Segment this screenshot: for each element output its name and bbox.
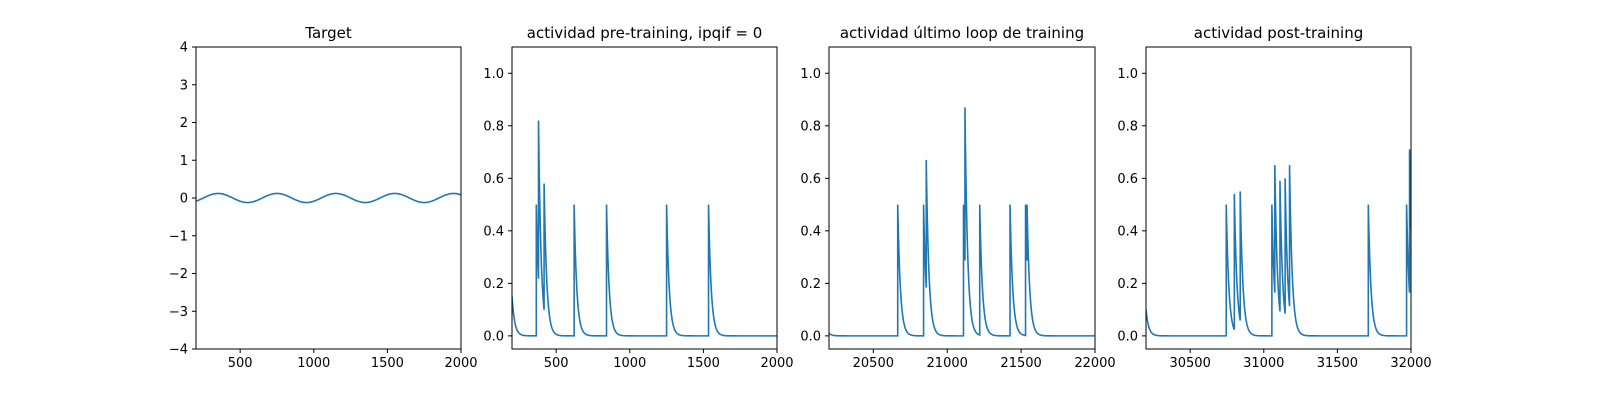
- y-tick-label: 0.2: [1117, 277, 1138, 292]
- axes-frame: [195, 46, 462, 350]
- y-tick-label: 0.6: [483, 172, 504, 187]
- axes-frame: [828, 46, 1096, 350]
- subplot-title: actividad post-training: [1194, 24, 1363, 42]
- x-tick-label: 31000: [1243, 356, 1284, 371]
- y-tick-label: 0.0: [1117, 329, 1138, 344]
- x-tick-label: 20500: [853, 356, 894, 371]
- x-tick-label: 22000: [1074, 356, 1115, 371]
- y-tick-label: 0.0: [800, 329, 821, 344]
- x-tick-label: 1000: [297, 356, 330, 371]
- subplot-post-training: actividad post-training 30500 31000 31500 3…: [1117, 24, 1431, 371]
- y-tick-label: 1.0: [1117, 67, 1138, 82]
- x-tick-label: 30500: [1169, 356, 1210, 371]
- subplot-last-training-loop: actividad último loop de training 20500 2…: [800, 24, 1115, 371]
- y-tick-label: 1: [180, 154, 188, 169]
- y-tick-label: 2: [180, 116, 188, 131]
- y-tick-label: −1: [169, 229, 188, 244]
- y-tick-label: 0: [180, 192, 188, 207]
- y-tick-label: 4: [180, 41, 188, 56]
- x-tick-label: 1500: [371, 356, 404, 371]
- y-tick-label: 0.8: [483, 119, 504, 134]
- axes-frame: [511, 46, 778, 350]
- x-tick-label: 1000: [613, 356, 646, 371]
- series-line: [829, 107, 1095, 337]
- subplot-title: actividad pre-training, ipqif = 0: [527, 24, 763, 42]
- x-tick-label: 32000: [1390, 356, 1431, 371]
- y-tick-label: 0.6: [1117, 172, 1138, 187]
- y-tick-label: 0.2: [483, 277, 504, 292]
- y-tick-label: −3: [169, 305, 188, 320]
- y-tick-label: 0.2: [800, 277, 821, 292]
- x-tick-label: 2000: [444, 356, 477, 371]
- x-tick-label: 1500: [687, 356, 720, 371]
- y-tick-label: 0.4: [483, 224, 504, 239]
- x-tick-label: 2000: [760, 356, 793, 371]
- x-tick-label: 31500: [1317, 356, 1358, 371]
- subplot-target: Target 500 1000 1500 2000 −4 −3 −2 −1 0 1 2 3 4: [169, 24, 478, 371]
- subplot-title: actividad último loop de training: [840, 24, 1084, 42]
- y-tick-label: 0.8: [800, 119, 821, 134]
- y-tick-label: 0.4: [1117, 224, 1138, 239]
- x-tick-label: 21000: [927, 356, 968, 371]
- y-tick-label: 0.8: [1117, 119, 1138, 134]
- y-tick-label: 1.0: [800, 67, 821, 82]
- y-tick-label: −2: [169, 267, 188, 282]
- y-tick-label: 0.0: [483, 329, 504, 344]
- y-tick-label: 0.6: [800, 172, 821, 187]
- y-tick-label: 0.4: [800, 224, 821, 239]
- subplot-pre-training: actividad pre-training, ipqif = 0 500 100…: [483, 24, 793, 371]
- axes-frame: [1145, 46, 1412, 350]
- series-line: [512, 120, 777, 337]
- y-tick-label: 1.0: [483, 67, 504, 82]
- series-line: [1146, 149, 1411, 337]
- x-tick-label: 21500: [1000, 356, 1041, 371]
- x-tick-label: 500: [544, 356, 569, 371]
- y-tick-label: −4: [169, 343, 188, 358]
- subplot-title: Target: [304, 24, 352, 42]
- y-tick-label: 3: [180, 78, 188, 93]
- x-tick-label: 500: [228, 356, 253, 371]
- series-line: [196, 192, 461, 204]
